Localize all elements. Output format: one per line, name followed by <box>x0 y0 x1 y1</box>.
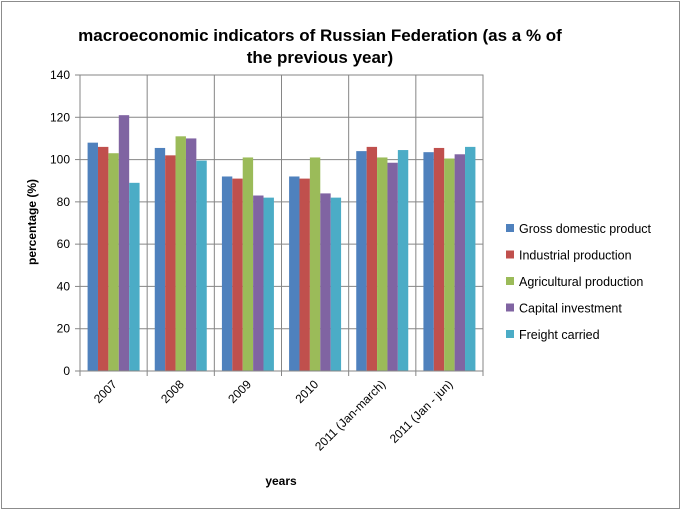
bar <box>423 152 434 371</box>
y-axis-label: percentage (%) <box>25 179 39 265</box>
x-tick-label: 2011 (Jan-march) <box>312 377 388 453</box>
bar <box>97 146 109 371</box>
bar <box>433 147 445 371</box>
bar <box>221 176 233 371</box>
y-tick-label: 0 <box>63 364 70 378</box>
bar <box>309 157 321 371</box>
bar <box>387 162 398 371</box>
bar <box>397 150 409 371</box>
bar <box>289 176 300 371</box>
y-tick-label: 20 <box>57 322 71 336</box>
bar <box>108 153 119 371</box>
x-tick-label: 2011 (Jan - jun) <box>387 377 456 446</box>
x-axis-label: years <box>265 474 297 488</box>
bar <box>129 182 140 371</box>
bar <box>465 146 476 371</box>
bar <box>320 193 331 371</box>
axes <box>75 74 484 376</box>
chart-title-line-2: the previous year) <box>246 48 394 67</box>
bar <box>185 138 197 371</box>
legend: Gross domestic product Industrial product… <box>506 222 652 342</box>
legend-swatch <box>506 224 514 232</box>
legend-label: Freight carried <box>519 328 600 342</box>
y-tick-label: 140 <box>50 68 70 82</box>
legend-label: Agricultural production <box>519 275 643 289</box>
x-tick-label: 2010 <box>292 377 321 406</box>
bar <box>87 142 98 371</box>
x-tick-label: 2008 <box>158 377 187 406</box>
bar <box>454 154 466 371</box>
gridlines <box>79 74 484 372</box>
y-tick-label: 40 <box>57 279 71 293</box>
bar <box>232 178 243 371</box>
legend-swatch <box>506 303 514 312</box>
bar <box>366 146 378 371</box>
bar <box>118 115 130 372</box>
bar <box>263 197 274 371</box>
bars <box>87 115 476 372</box>
chart-title-line-1: macroeconomic indicators of Russian Fede… <box>78 26 562 45</box>
bar <box>377 157 388 371</box>
legend-swatch <box>506 277 514 285</box>
bar <box>253 195 264 371</box>
bar <box>444 158 455 371</box>
x-tick-label: 2007 <box>91 377 120 406</box>
x-tick-label: 2009 <box>225 377 254 406</box>
bar <box>175 136 186 371</box>
bar <box>196 160 207 371</box>
y-tick-label: 80 <box>57 195 71 209</box>
legend-label: Industrial production <box>519 249 632 263</box>
legend-swatch <box>506 330 514 338</box>
bar <box>154 147 166 371</box>
bar <box>242 157 254 371</box>
bar <box>299 178 310 371</box>
y-tick-label: 60 <box>57 237 71 251</box>
y-tick-label: 100 <box>50 153 70 167</box>
legend-label: Gross domestic product <box>519 222 652 236</box>
legend-label: Capital investment <box>519 302 622 316</box>
y-tick-label: 120 <box>50 110 70 124</box>
bar <box>165 155 176 371</box>
legend-swatch <box>506 250 514 259</box>
bar <box>330 197 342 371</box>
bar <box>356 151 367 371</box>
